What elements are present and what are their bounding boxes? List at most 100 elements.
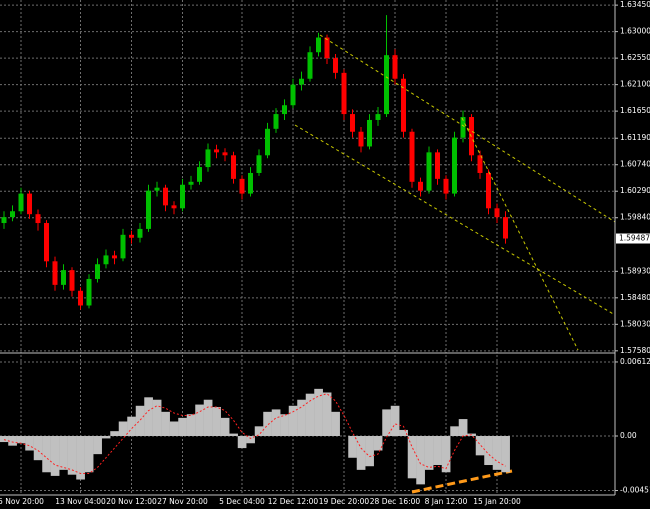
candle-body: [248, 172, 253, 194]
y-tick-label: 0.006124: [620, 357, 650, 366]
histogram-bar: [8, 436, 17, 446]
y-tick-label: 1.62100: [620, 80, 650, 89]
candle-body: [409, 131, 415, 182]
histogram-bar: [161, 411, 170, 437]
candle-body: [418, 181, 423, 191]
candle-body: [27, 193, 32, 215]
y-tick-label: 1.60290: [620, 186, 650, 195]
y-tick-label: 1.58030: [620, 319, 650, 328]
y-tick-label: 1.63450: [620, 0, 650, 9]
candle-body: [1, 217, 7, 224]
trendlines: [294, 34, 616, 351]
histogram-bar: [424, 436, 434, 470]
histogram-bar: [399, 429, 408, 437]
histogram-bar: [67, 436, 77, 475]
histogram-bar: [458, 419, 468, 437]
histogram-bar: [203, 399, 213, 437]
candle-body: [112, 255, 117, 259]
candle-body: [205, 149, 211, 168]
candle-body: [435, 152, 440, 179]
histogram-bar: [356, 436, 366, 470]
histogram-bar: [475, 436, 485, 456]
histogram-bar: [59, 436, 68, 470]
candle-body: [307, 52, 313, 79]
y-tick-label: -0.00451: [620, 486, 650, 495]
histogram-bar: [16, 436, 26, 444]
last-price-label: 1.59487: [619, 234, 650, 243]
histogram-bar: [305, 393, 315, 437]
histogram-bar: [212, 406, 221, 437]
candle-body: [341, 72, 347, 115]
histogram-bar: [501, 436, 510, 473]
histogram-bar: [263, 411, 272, 437]
y-tick-label: 1.59840: [620, 213, 650, 222]
candle-body: [120, 234, 126, 259]
trendline: [294, 124, 616, 316]
histogram-bar: [297, 399, 306, 437]
histogram-bar: [365, 436, 374, 467]
candle-body: [86, 278, 92, 306]
candle-body: [171, 205, 177, 209]
candle-body: [146, 190, 151, 229]
x-tick-label: 5 Dec 04:00: [219, 497, 265, 506]
histogram-bar: [118, 421, 128, 437]
histogram-bar: [127, 416, 136, 437]
histogram-bar: [178, 417, 187, 437]
candle-body: [231, 155, 236, 179]
candle-body: [384, 55, 389, 115]
histogram-bar: [93, 436, 102, 455]
candle-body: [129, 234, 134, 238]
histogram-bar: [246, 436, 255, 444]
candle-body: [188, 181, 194, 185]
x-tick-label: 20 Nov 12:00: [106, 497, 157, 506]
histogram-bar: [441, 436, 451, 473]
histogram-bar: [433, 436, 442, 466]
candle-body: [452, 137, 457, 194]
x-tick-label: 13 Nov 04:00: [55, 497, 106, 506]
candle-body: [486, 172, 491, 209]
histogram-bar: [348, 436, 357, 458]
x-tick-label: 27 Nov 20:00: [157, 497, 208, 506]
histogram-bar: [229, 433, 238, 437]
candle-body: [61, 270, 66, 285]
candle-body: [197, 167, 202, 182]
candle-body: [350, 114, 355, 132]
candle-body: [10, 211, 15, 218]
y-tick-label: 1.61190: [620, 133, 650, 142]
y-tick-label: 1.58930: [620, 266, 650, 275]
histogram-bar: [186, 414, 196, 437]
candle-body: [137, 228, 143, 238]
candle-body: [273, 114, 279, 129]
histogram-bar: [280, 414, 289, 437]
x-tick-label: 12 Dec 12:00: [268, 497, 319, 506]
histogram-bar: [33, 436, 43, 461]
candle-body: [95, 264, 100, 279]
histogram-bar: [407, 436, 417, 479]
candle-body: [265, 128, 270, 156]
candle-body: [392, 55, 398, 79]
y-tick-label: 1.58480: [620, 293, 650, 302]
x-tick-label: 8 Jan 12:00: [425, 497, 468, 506]
histogram-bar: [135, 405, 145, 437]
candle-body: [316, 37, 321, 53]
signal-line: [3, 393, 506, 474]
y-tick-label: 1.61650: [620, 106, 650, 115]
candle-body: [324, 37, 330, 59]
histogram-bar: [416, 436, 425, 485]
histogram-bar: [288, 405, 298, 437]
histogram-bar: [76, 436, 85, 480]
histogram-bar: [195, 404, 204, 437]
histogram-bar: [484, 436, 493, 466]
y-tick-label: 1.63000: [620, 27, 650, 36]
candle-body: [494, 208, 500, 218]
histogram-bar: [450, 426, 459, 437]
candle-body: [299, 78, 304, 85]
candle-body: [282, 105, 287, 115]
histogram-bar: [152, 399, 162, 437]
histogram-bar: [237, 436, 247, 449]
candle-body: [375, 114, 381, 120]
candle-body: [239, 178, 245, 194]
y-tick-label: 0.00: [620, 431, 637, 440]
x-tick-label: 19 Dec 20:00: [319, 497, 370, 506]
x-tick-label: 5 Nov 20:00: [0, 497, 44, 506]
